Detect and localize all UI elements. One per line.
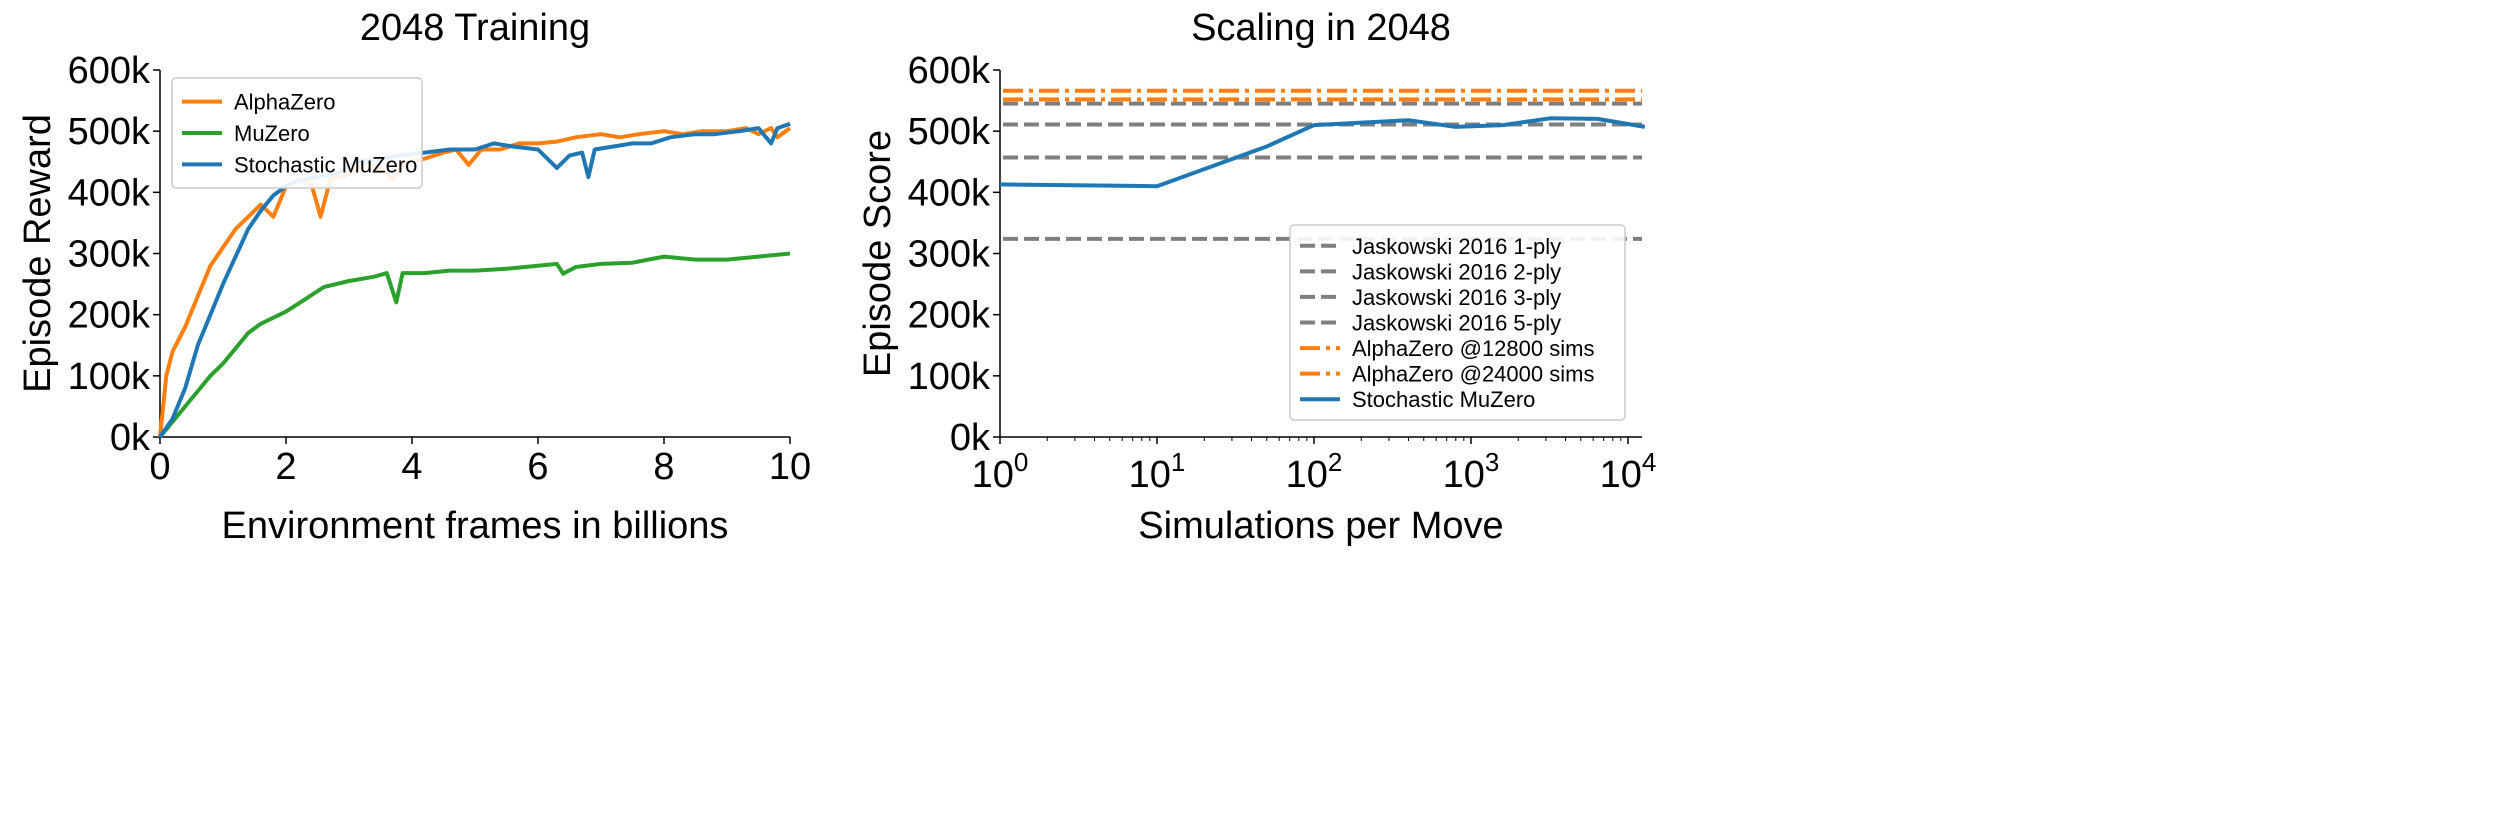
x-tick-label: 10	[769, 446, 811, 488]
y-tick-label: 300k	[908, 234, 991, 276]
x-tick-exponent: 3	[1485, 447, 1499, 477]
y-tick-label: 500k	[908, 111, 991, 153]
y-tick-label: 300k	[68, 234, 151, 276]
y-tick-label: 600k	[68, 50, 151, 92]
x-tick-base: 10	[1286, 454, 1328, 496]
y-tick-label: 100k	[68, 356, 151, 398]
y-tick-label: 500k	[68, 111, 151, 153]
y-tick-label: 0k	[110, 417, 151, 459]
legend-label: AlphaZero	[234, 90, 336, 115]
legend-label: Jaskowski 2016 3-ply	[1352, 285, 1561, 310]
x-tick-base: 10	[1443, 454, 1485, 496]
x-tick-base: 10	[1600, 454, 1642, 496]
x-tick-exponent: 1	[1171, 447, 1185, 477]
panel-1: 2048 Training 0k 100k 200k 300k 400k 500k 600k 0…	[17, 7, 811, 547]
x-tick-label: 104	[1600, 447, 1657, 496]
legend: AlphaZero MuZero Stochastic MuZero	[171, 77, 423, 189]
y-tick-label: 400k	[908, 172, 991, 214]
legend-label: Jaskowski 2016 1-ply	[1352, 234, 1561, 259]
legend-label: Jaskowski 2016 5-ply	[1352, 311, 1561, 336]
series-line-stochastic-muzero	[158, 121, 791, 439]
legend-label: AlphaZero @12800 sims	[1352, 336, 1594, 361]
series-line-muzero	[158, 251, 791, 439]
x-tick-label: 8	[653, 446, 674, 488]
legend-label: Stochastic MuZero	[1352, 387, 1535, 412]
y-tick-label: 600k	[908, 50, 991, 92]
series-line-stochastic-muzero	[999, 116, 1646, 189]
x-tick-label: 103	[1443, 447, 1500, 496]
legend-frame	[1289, 224, 1626, 421]
x-tick-exponent: 4	[1642, 447, 1656, 477]
y-tick-label: 400k	[68, 172, 151, 214]
x-tick-label: 2	[275, 446, 296, 488]
x-tick-exponent: 2	[1328, 447, 1342, 477]
x-axis-label: Environment frames in billions	[222, 505, 729, 547]
x-tick-base: 10	[1129, 454, 1171, 496]
legend-label: MuZero	[234, 121, 310, 146]
x-tick-exponent: 0	[1014, 447, 1028, 477]
y-tick-label: 0k	[950, 417, 991, 459]
chart-title: 2048 Training	[360, 7, 590, 49]
legend-label: Jaskowski 2016 2-ply	[1352, 259, 1561, 284]
x-tick-label: 101	[1129, 447, 1186, 496]
chart-title: Scaling in 2048	[1191, 7, 1451, 49]
x-tick-base: 10	[972, 454, 1014, 496]
x-tick-label: 0	[149, 446, 170, 488]
panel-2: Scaling in 2048 0k 100k 200k 300k 400k 500k 600…	[857, 7, 1656, 547]
x-tick-label: 100	[972, 447, 1029, 496]
x-tick-label: 102	[1286, 447, 1343, 496]
y-axis-label: Episode Score	[857, 130, 899, 377]
legend-label: Stochastic MuZero	[234, 152, 417, 177]
legend-label: AlphaZero @24000 sims	[1352, 362, 1594, 387]
x-axis-label: Simulations per Move	[1138, 505, 1503, 547]
y-axis-label: Episode Reward	[17, 114, 59, 393]
legend-frame	[171, 77, 423, 189]
x-tick-label: 6	[527, 446, 548, 488]
y-tick-label: 200k	[68, 295, 151, 337]
x-tick-label: 4	[401, 446, 422, 488]
y-tick-label: 200k	[908, 295, 991, 337]
y-tick-label: 100k	[908, 356, 991, 398]
